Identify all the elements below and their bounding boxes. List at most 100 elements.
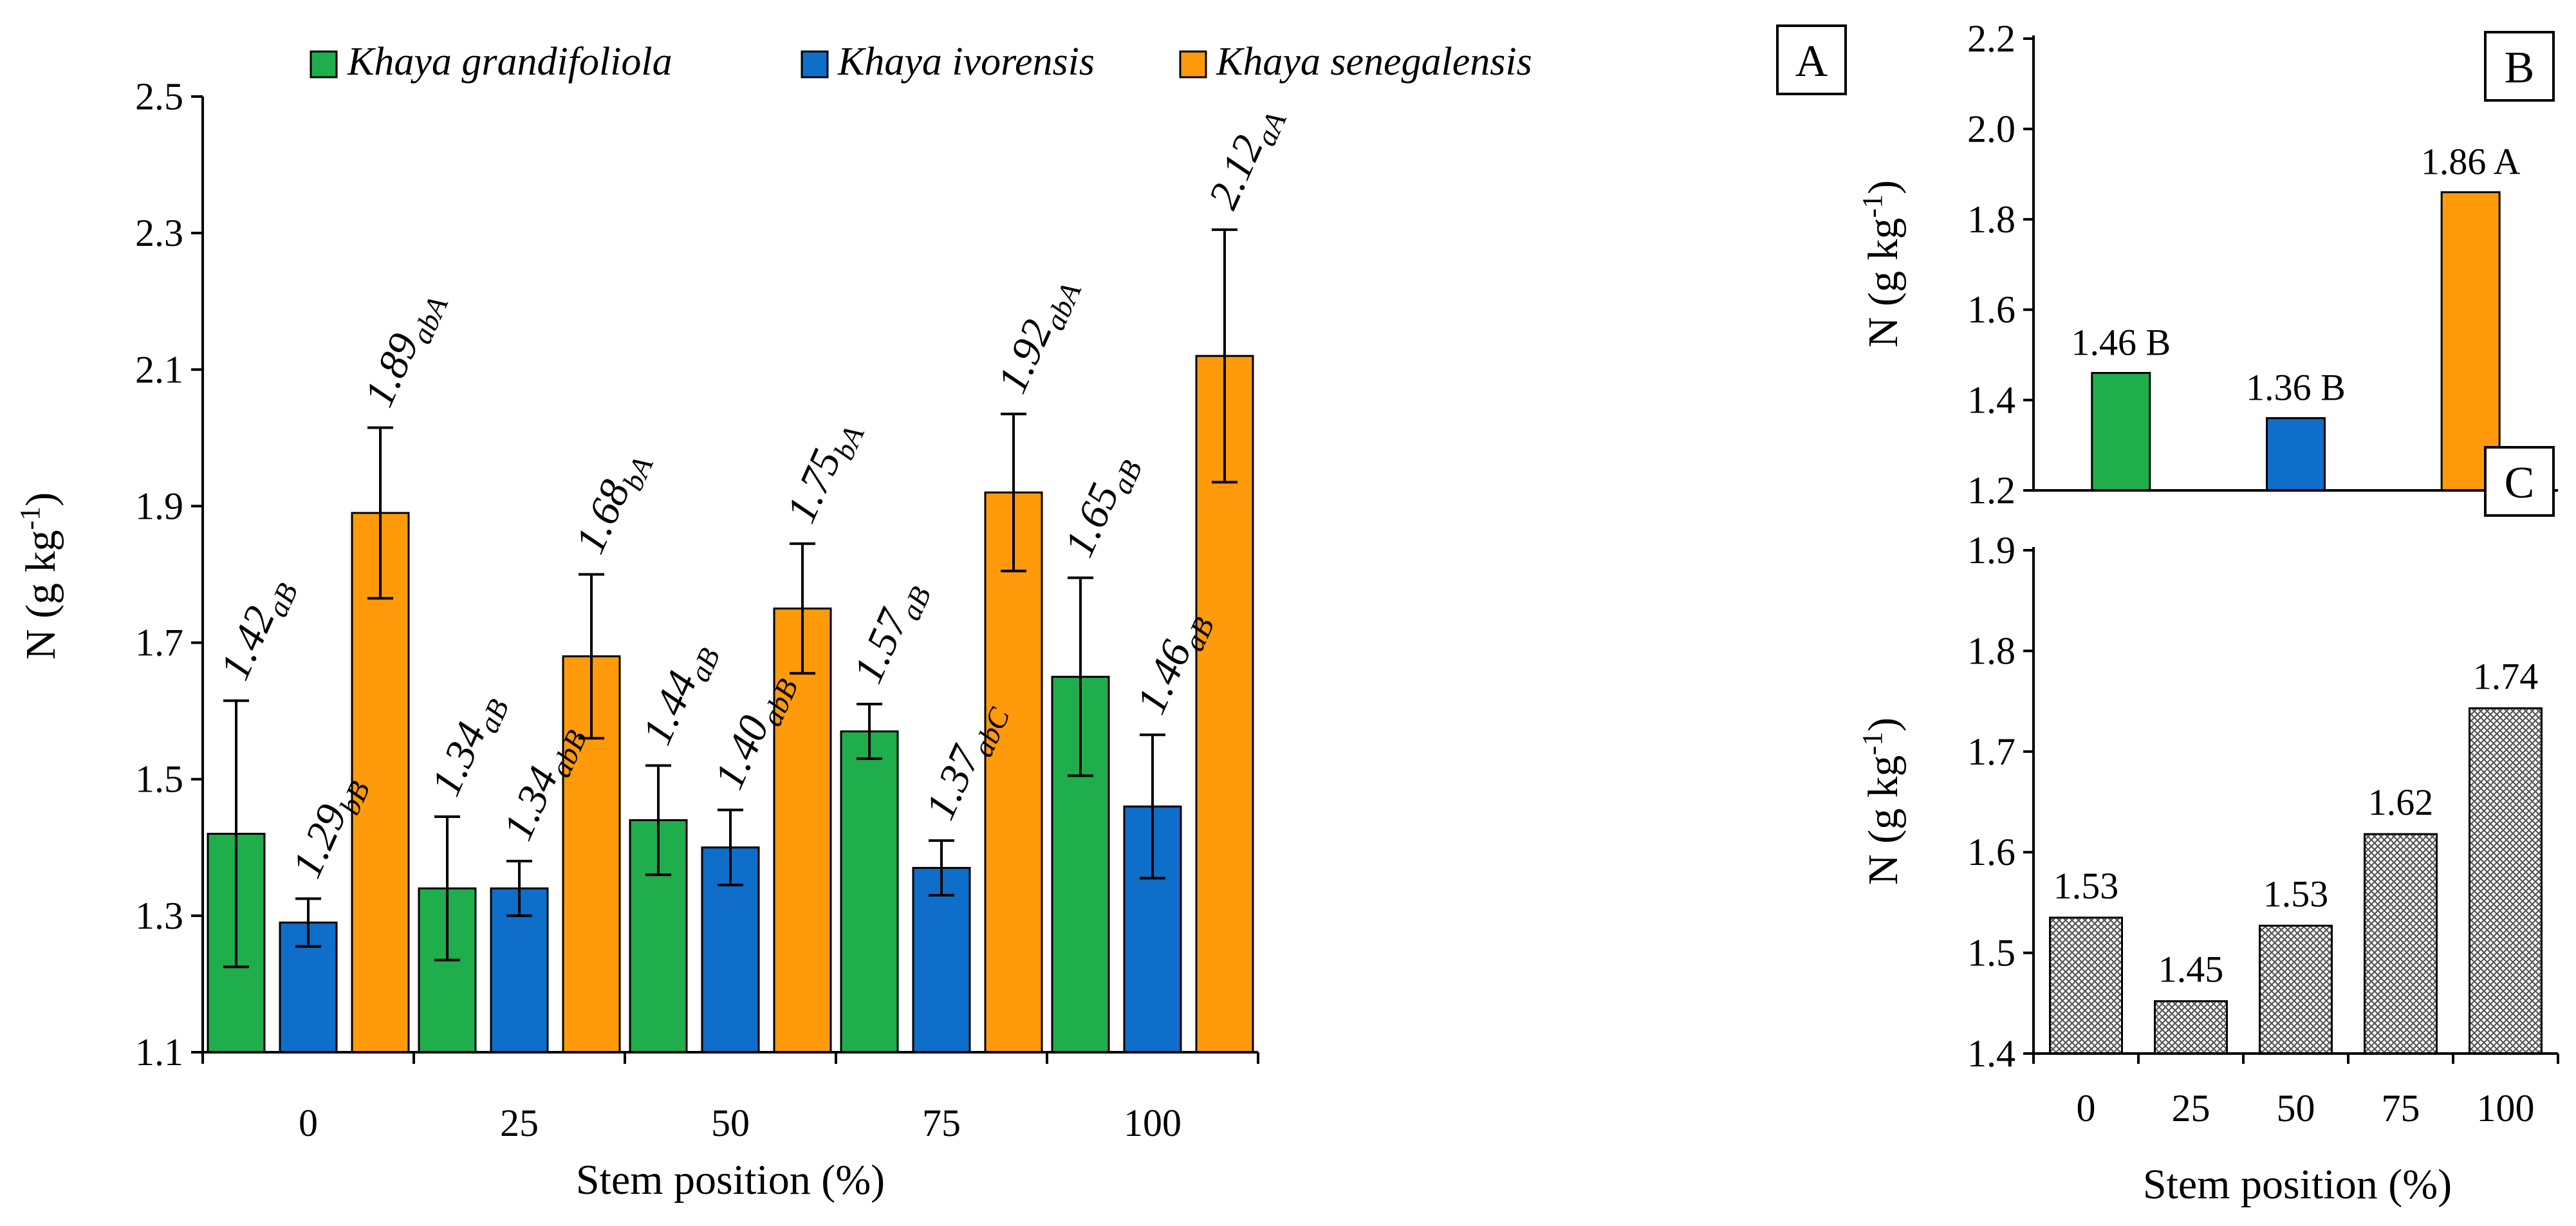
data-label-senegalensis-100: 2.12aA [1200,98,1293,218]
panel-c-bar-100 [2469,707,2543,1055]
panel-c-x-axis-title: Stem position (%) [2143,1161,2452,1208]
data-label-grandifoliola-75: 1.57aB [844,573,938,692]
panel-a-y-axis-title: N (g kg-1) [14,492,64,660]
panel-b-value-label-grandifoliola: 1.46 B [2071,321,2171,363]
error-bar-senegalensis-50 [790,542,815,675]
panel-a-x-tick-label: 100 [1124,1102,1181,1144]
data-label-grandifoliola-50: 1.44aB [633,635,727,754]
error-bar-grandifoliola-75 [857,703,882,760]
error-bar-grandifoliola-0 [223,699,249,969]
panel-c-bar-0 [2049,916,2123,1055]
panel-b: 1.46 B 1.36 B 1.86 A 1.2 1.4 1.6 1.8 2.0 2.2 N … [1857,17,2558,512]
panel-c-x-tick-label: 25 [2172,1087,2210,1129]
data-label-grandifoliola-0: 1.42aB [211,570,304,689]
panel-a-x-tick-label: 25 [500,1102,539,1144]
panel-c-bar-25 [2154,1000,2228,1055]
bar-grandifoliola-25 [418,887,477,1054]
error-bar-grandifoliola-50 [645,764,671,877]
error-bar-ivorensis-100 [1140,733,1165,880]
error-bar-senegalensis-75 [1001,413,1026,573]
panel-b-value-label-senegalensis: 1.86 A [2421,141,2521,183]
data-label-grandifoliola-100: 1.65aB [1055,447,1149,566]
panel-a-y-tick-label: 1.1 [135,1031,183,1073]
error-bar-ivorensis-75 [929,839,954,897]
data-label-senegalensis-75: 1.92abA [988,269,1088,403]
panel-c-y-tick-label: 1.7 [1967,730,2015,773]
panel-c-y-tick-label: 1.5 [1967,932,2015,974]
legend: Khaya grandifoliola Khaya ivorensis Khay… [310,40,1532,84]
legend-swatch-ivorensis [801,50,829,79]
bar-grandifoliola-75 [840,730,899,1054]
error-bar-ivorensis-0 [295,897,321,948]
panel-a-letter: A [1795,37,1828,86]
panel-b-y-tick-label: 2.0 [1967,107,2015,150]
panel-c-x-tick-label: 75 [2382,1087,2420,1129]
data-label-senegalensis-0: 1.89abA [355,283,454,416]
error-bar-grandifoliola-100 [1068,576,1093,777]
legend-label-senegalensis: Khaya senegalensis [1216,40,1532,84]
data-label-senegalensis-50: 1.75bA [777,412,871,532]
panel-c-y-tick-label: 1.4 [1967,1032,2015,1075]
panel-c-letter-box [2484,446,2555,517]
legend-item-grandifoliola: Khaya grandifoliola [310,40,672,84]
panel-b-y-tick-label: 1.8 [1967,198,2015,241]
panel-a: 1.42aB1.29bB1.89abA1.34aB1.34abB1.68bA1.… [14,24,1847,1203]
panel-c: 1.531.451.531.621.74 1.41.51.61.71.81.9 … [1857,446,2559,1208]
panel-b-value-label-ivorensis: 1.36 B [2246,367,2346,409]
panel-a-x-tick-label: 50 [711,1102,750,1144]
panel-a-x-tick-label: 0 [299,1102,318,1144]
panel-b-bar-ivorensis [2266,417,2326,492]
panel-c-bar-50 [2259,924,2333,1055]
panel-b-y-tick-label: 1.4 [1967,379,2015,422]
data-label-senegalensis-25: 1.68bA [566,443,660,563]
panel-c-value-label-100: 1.74 [2473,656,2539,698]
panel-c-value-label-0: 1.53 [2053,865,2119,907]
panel-c-y-axis-title: N (g kg-1) [1857,718,1907,885]
panel-a-letter-box [1776,24,1847,95]
error-bar-senegalensis-100 [1212,228,1237,484]
panel-a-y-tick-label: 1.7 [135,622,183,664]
panel-a-y-tick-label: 1.3 [135,895,183,937]
error-bar-grandifoliola-25 [434,815,460,961]
panel-b-y-axis-title: N (g kg-1) [1857,180,1907,348]
panel-c-letter: C [2505,458,2535,508]
legend-item-ivorensis: Khaya ivorensis [801,40,1095,84]
panel-c-y-tick-label: 1.6 [1967,831,2015,873]
panel-a-x-tick-label: 75 [922,1102,961,1144]
panel-a-y-tick-label: 2.3 [135,212,183,254]
panel-c-y-tick-label: 1.8 [1967,629,2015,672]
panel-a-y-tick-label: 1.5 [135,758,183,801]
panel-c-value-label-75: 1.62 [2368,781,2434,823]
panel-b-letter: B [2505,43,2535,93]
panel-b-y-tick-label: 1.6 [1967,288,2015,331]
legend-swatch-grandifoliola [310,50,338,79]
legend-label-grandifoliola: Khaya grandifoliola [347,40,672,84]
panel-c-value-label-25: 1.45 [2158,949,2224,990]
panel-b-bar-senegalensis [2440,191,2501,492]
data-label-grandifoliola-25: 1.34aB [422,685,515,805]
error-bar-senegalensis-0 [367,426,393,600]
legend-item-senegalensis: Khaya senegalensis [1179,40,1532,84]
legend-swatch-senegalensis [1179,50,1207,79]
panel-a-x-axis-title: Stem position (%) [576,1156,885,1203]
legend-label-ivorensis: Khaya ivorensis [837,40,1095,84]
panel-c-value-label-50: 1.53 [2263,873,2329,915]
panel-b-letter-box [2484,31,2555,102]
panel-a-y-tick-label: 2.1 [135,348,183,391]
panel-c-bar-75 [2364,833,2438,1055]
panel-c-x-tick-label: 100 [2477,1087,2535,1129]
panel-a-y-tick-label: 1.9 [135,485,183,527]
bar-senegalensis-50 [773,608,832,1054]
panel-c-y-tick-label: 1.9 [1967,529,2015,571]
panel-b-bar-grandifoliola [2091,371,2151,492]
error-bar-ivorensis-25 [506,860,532,917]
panel-a-y-tick-label: 2.5 [135,75,183,118]
panel-b-y-tick-label: 2.2 [1967,17,2015,60]
bar-senegalensis-75 [984,491,1043,1054]
panel-b-y-tick-label: 1.2 [1967,469,2015,512]
error-bar-ivorensis-50 [718,808,743,887]
panel-c-x-tick-label: 50 [2277,1087,2315,1129]
error-bar-senegalensis-25 [579,573,604,740]
panel-c-x-tick-label: 0 [2077,1087,2096,1129]
